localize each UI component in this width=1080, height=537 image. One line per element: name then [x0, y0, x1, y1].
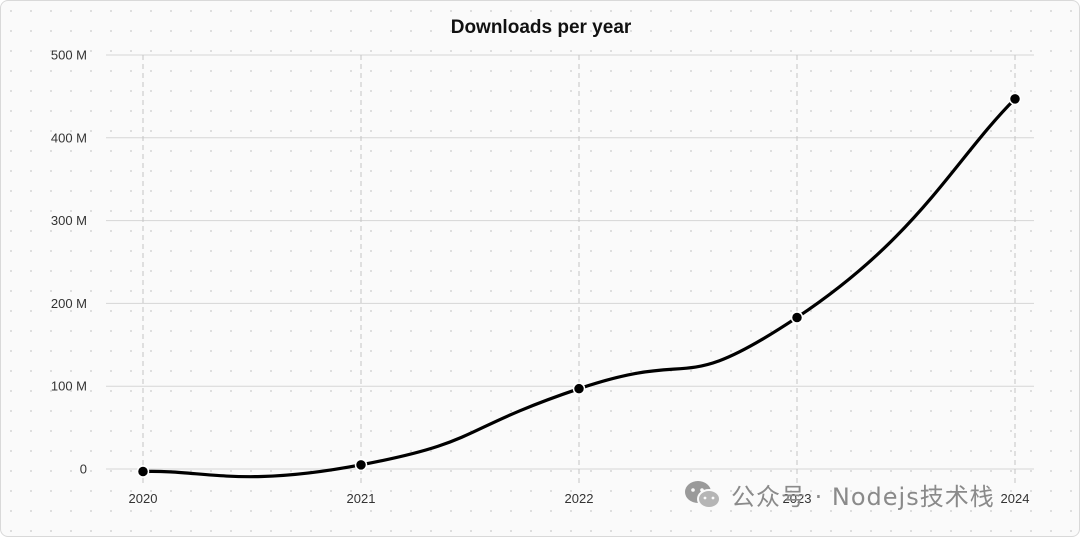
data-point-2020 [136, 465, 150, 478]
y-tick-label: 200 M [51, 296, 87, 311]
y-axis: 0 100 M 200 M 300 M 400 M 500 M [51, 48, 87, 477]
x-tick-label: 2024 [1001, 491, 1030, 506]
data-point-2022 [572, 382, 586, 395]
watermark-text: 公众号 · Nodejs技术栈 [731, 483, 995, 511]
x-tick-label: 2023 [783, 491, 812, 506]
series-line [141, 97, 1017, 479]
x-tick-label: 2021 [347, 491, 376, 506]
y-tick-label: 400 M [51, 130, 87, 145]
y-tick-label: 100 M [51, 379, 87, 394]
x-tick-label: 2022 [565, 491, 594, 506]
data-points [136, 92, 1022, 478]
chart-title: Downloads per year [450, 17, 632, 38]
watermark: 公众号 · Nodejs技术栈 [683, 477, 995, 512]
wechat-icon [685, 480, 721, 509]
y-tick-label: 500 M [51, 48, 87, 63]
data-point-2024 [1008, 92, 1022, 106]
y-tick-label: 300 M [51, 213, 87, 228]
x-tick-label: 2020 [129, 491, 158, 506]
x-axis: 2020 2021 2022 2023 2024 [129, 491, 1030, 506]
grid [106, 54, 1034, 483]
y-tick-label: 0 [80, 462, 87, 477]
data-point-2023 [790, 311, 804, 324]
data-point-2021 [354, 458, 368, 472]
